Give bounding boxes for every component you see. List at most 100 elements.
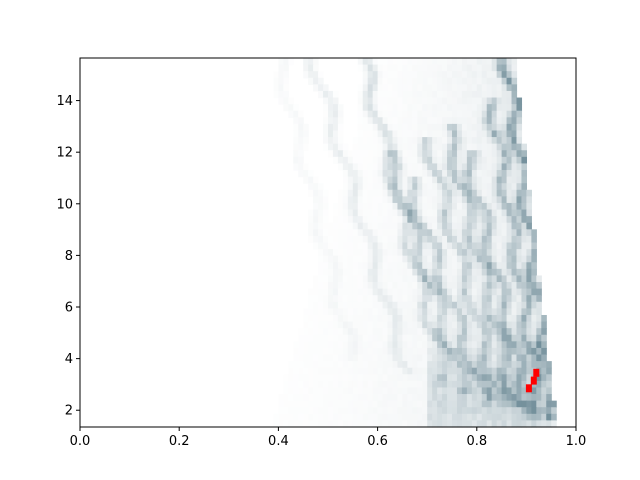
heatmap-cell xyxy=(476,354,483,362)
heatmap-cell xyxy=(357,262,364,270)
heatmap-cell xyxy=(397,308,403,316)
heatmap-cell xyxy=(352,229,359,237)
heatmap-cell xyxy=(481,354,488,362)
heatmap-cell xyxy=(511,328,518,336)
heatmap-cell xyxy=(362,77,369,85)
heatmap-cell xyxy=(511,130,518,138)
heatmap-cell xyxy=(397,361,403,369)
heatmap-cell xyxy=(352,183,359,191)
heatmap-cell xyxy=(382,347,389,356)
heatmap-cell xyxy=(337,295,344,303)
heatmap-cell xyxy=(392,202,399,211)
heatmap-cell xyxy=(352,367,359,375)
heatmap-cell xyxy=(541,380,547,389)
heatmap-cell xyxy=(337,394,344,402)
heatmap-cell xyxy=(511,268,518,277)
heatmap-cell xyxy=(432,249,438,257)
heatmap-cell xyxy=(308,308,314,316)
heatmap-cell xyxy=(407,380,413,389)
heatmap-cell xyxy=(362,156,369,165)
heatmap-cell xyxy=(417,275,423,283)
heatmap-cell xyxy=(293,354,299,362)
heatmap-cell xyxy=(332,400,339,408)
heatmap-cell xyxy=(442,117,448,125)
heatmap-cell xyxy=(496,394,503,402)
heatmap-cell xyxy=(541,420,547,428)
heatmap-cell xyxy=(357,117,364,125)
heatmap-cell xyxy=(397,321,403,329)
heatmap-cell xyxy=(318,308,324,316)
heatmap-cell xyxy=(407,235,413,244)
heatmap-cell xyxy=(461,268,468,277)
heatmap-cell xyxy=(367,420,374,428)
heatmap-cell xyxy=(402,104,408,112)
heatmap-cell xyxy=(461,288,468,296)
heatmap-cell xyxy=(461,314,468,323)
heatmap-cell xyxy=(452,235,458,244)
heatmap-cell xyxy=(357,347,364,356)
heatmap-cell xyxy=(402,255,408,263)
heatmap-cell xyxy=(278,394,284,402)
heatmap-cell xyxy=(308,189,314,197)
heatmap-cell xyxy=(402,196,408,204)
heatmap-cell xyxy=(496,380,503,389)
heatmap-cell xyxy=(506,64,513,72)
heatmap-cell xyxy=(323,209,329,217)
heatmap-cell xyxy=(342,341,349,349)
heatmap-cell xyxy=(402,380,408,389)
heatmap-cell xyxy=(318,400,324,408)
heatmap-cell xyxy=(372,288,379,296)
heatmap-cell xyxy=(342,249,349,257)
heatmap-cell xyxy=(531,295,537,303)
heatmap-cell xyxy=(456,288,463,296)
heatmap-cell xyxy=(332,347,339,356)
heatmap-cell xyxy=(491,301,498,309)
heatmap-cell xyxy=(347,295,354,303)
heatmap-cell xyxy=(382,420,389,428)
heatmap-cell xyxy=(347,374,354,382)
heatmap-cell xyxy=(392,71,399,79)
heatmap-cell xyxy=(506,176,513,184)
heatmap-cell xyxy=(273,71,279,79)
heatmap-cell xyxy=(432,104,438,112)
heatmap-cell xyxy=(332,341,339,349)
heatmap-cell xyxy=(516,262,523,270)
heatmap-cell xyxy=(486,242,493,250)
heatmap-cell xyxy=(318,71,324,79)
heatmap-cell xyxy=(456,341,463,349)
heatmap-cell xyxy=(432,334,438,342)
heatmap-cell xyxy=(442,354,448,362)
heatmap-cell xyxy=(342,255,349,263)
heatmap-cell xyxy=(471,400,478,408)
heatmap-cell xyxy=(491,123,498,132)
heatmap-cell xyxy=(481,394,488,402)
heatmap-cell xyxy=(303,123,309,132)
heatmap-cell xyxy=(387,288,394,296)
heatmap-cell xyxy=(352,347,359,356)
heatmap-cell xyxy=(466,374,473,382)
heatmap-cell xyxy=(332,143,339,151)
heatmap-cell xyxy=(496,156,503,165)
heatmap-cell xyxy=(382,321,389,329)
heatmap-cell xyxy=(442,84,448,92)
heatmap-cell xyxy=(531,262,537,270)
heatmap-cell xyxy=(452,341,458,349)
x-tick-label: 0.0 xyxy=(70,434,91,449)
heatmap-cell xyxy=(471,137,478,145)
heatmap-cell xyxy=(447,334,453,342)
heatmap-cell xyxy=(387,374,394,382)
heatmap-cell xyxy=(357,58,364,66)
heatmap-cell xyxy=(357,143,364,151)
heatmap-cell xyxy=(407,216,413,224)
heatmap-cell xyxy=(328,268,334,277)
heatmap-cell xyxy=(496,130,503,138)
heatmap-cell xyxy=(461,387,468,395)
heatmap-cell xyxy=(422,407,428,415)
heatmap-cell xyxy=(521,308,527,316)
heatmap-cell xyxy=(432,262,438,270)
heatmap-cell xyxy=(303,308,309,316)
heatmap-cell xyxy=(456,143,463,151)
heatmap-cell xyxy=(402,222,408,230)
heatmap-cell xyxy=(328,137,334,145)
heatmap-cell xyxy=(387,183,394,191)
